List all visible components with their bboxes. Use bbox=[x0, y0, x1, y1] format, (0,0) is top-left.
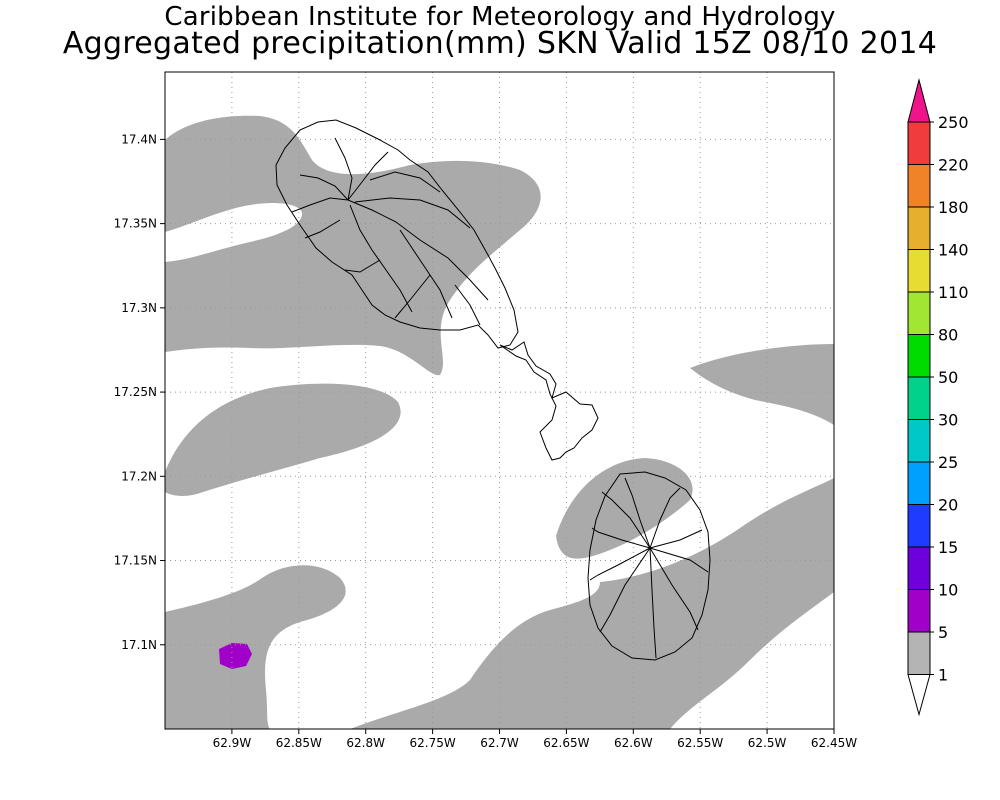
colorbar-label: 10 bbox=[938, 581, 958, 600]
colorbar-top-arrow bbox=[907, 78, 931, 123]
lon-tick-label: 62.45W bbox=[811, 736, 857, 750]
lat-tick-label: 17.3N bbox=[121, 301, 157, 315]
precip-area-southwest bbox=[165, 565, 346, 729]
colorbar-label: 1 bbox=[938, 666, 948, 685]
colorbar: 250 220 180 140 110 80 50 30 25 20 15 10 5 1 bbox=[907, 78, 969, 717]
precip-area-west bbox=[165, 383, 401, 496]
chart-subtitle: Aggregated precipitation(mm) SKN Valid 1… bbox=[62, 26, 938, 61]
colorbar-swatch bbox=[907, 206, 931, 250]
colorbar-swatch bbox=[907, 631, 931, 675]
lon-tick-label: 62.75W bbox=[409, 736, 455, 750]
lon-tick-label: 62.9W bbox=[213, 736, 252, 750]
lat-tick-label: 17.35N bbox=[114, 217, 157, 231]
colorbar-label: 180 bbox=[938, 198, 969, 217]
precip-area-northwest bbox=[165, 115, 541, 376]
colorbar-label: 20 bbox=[938, 496, 958, 515]
colorbar-swatch bbox=[907, 419, 931, 463]
precip-shading bbox=[165, 115, 834, 729]
axis-ticks: 62.9W 62.85W 62.8W 62.75W 62.7W 62.65W 62.6W 62… bbox=[114, 132, 858, 750]
colorbar-swatch bbox=[907, 589, 931, 633]
colorbar-label: 110 bbox=[938, 283, 969, 302]
colorbar-label: 140 bbox=[938, 241, 969, 260]
lon-tick-label: 62.65W bbox=[543, 736, 589, 750]
colorbar-swatch bbox=[907, 249, 931, 293]
colorbar-swatch bbox=[907, 546, 931, 590]
precip-area-east bbox=[690, 344, 834, 425]
colorbar-label: 5 bbox=[938, 623, 948, 642]
colorbar-swatch bbox=[907, 334, 931, 378]
st-kitts-island bbox=[275, 119, 599, 461]
lon-tick-label: 62.8W bbox=[346, 736, 385, 750]
lon-tick-label: 62.5W bbox=[748, 736, 787, 750]
colorbar-swatch bbox=[907, 121, 931, 165]
colorbar-swatch bbox=[907, 164, 931, 208]
colorbar-label: 30 bbox=[938, 411, 958, 430]
precip-area-southeast bbox=[350, 478, 834, 729]
lon-tick-label: 62.6W bbox=[614, 736, 653, 750]
lat-tick-label: 17.4N bbox=[121, 132, 157, 146]
colorbar-swatch bbox=[907, 504, 931, 548]
colorbar-label: 80 bbox=[938, 326, 958, 345]
chart-title: Caribbean Institute for Meteorology and … bbox=[164, 2, 836, 32]
lon-tick-label: 62.85W bbox=[276, 736, 322, 750]
lat-tick-label: 17.15N bbox=[114, 554, 157, 568]
map-frame bbox=[164, 71, 835, 730]
nevis-island bbox=[587, 471, 711, 661]
lat-tick-label: 17.25N bbox=[114, 385, 157, 399]
colorbar-bottom-arrow bbox=[907, 674, 931, 717]
colorbar-swatch bbox=[907, 376, 931, 420]
precip-max-cell bbox=[219, 643, 252, 669]
lat-tick-label: 17.1N bbox=[121, 638, 157, 652]
lon-tick-label: 62.55W bbox=[677, 736, 723, 750]
colorbar-label: 50 bbox=[938, 368, 958, 387]
colorbar-swatch bbox=[907, 461, 931, 505]
colorbar-label: 250 bbox=[938, 113, 969, 132]
colorbar-label: 220 bbox=[938, 156, 969, 175]
lon-tick-label: 62.7W bbox=[480, 736, 519, 750]
colorbar-swatch bbox=[907, 291, 931, 335]
lat-tick-label: 17.2N bbox=[121, 469, 157, 483]
colorbar-label: 25 bbox=[938, 453, 958, 472]
colorbar-label: 15 bbox=[938, 538, 958, 557]
precip-area-nevis bbox=[556, 458, 693, 559]
